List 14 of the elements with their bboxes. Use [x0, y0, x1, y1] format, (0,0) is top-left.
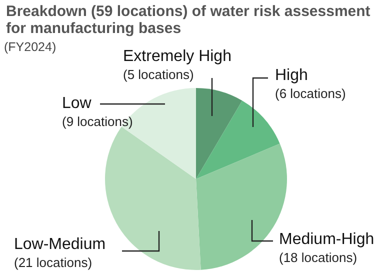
- data-label: (18 locations): [279, 250, 358, 265]
- slice-label: Low: [62, 95, 92, 112]
- pie-slice: [196, 100, 280, 179]
- slice-label: Low-Medium: [14, 236, 106, 253]
- slice-label: Medium-High: [279, 231, 374, 248]
- chart-title: Breakdown (59 locations) of water risk assessment for manufacturing bases: [6, 3, 370, 37]
- chart-subtitle: (FY2024): [4, 40, 56, 54]
- slice-label: High: [275, 67, 308, 84]
- data-label: (5 locations): [123, 67, 194, 82]
- pie-slice: [196, 88, 242, 179]
- data-label: (21 locations): [14, 255, 92, 270]
- data-label: (9 locations): [62, 114, 133, 129]
- data-label: (6 locations): [275, 86, 346, 101]
- slice-label: Extremely High: [123, 48, 232, 65]
